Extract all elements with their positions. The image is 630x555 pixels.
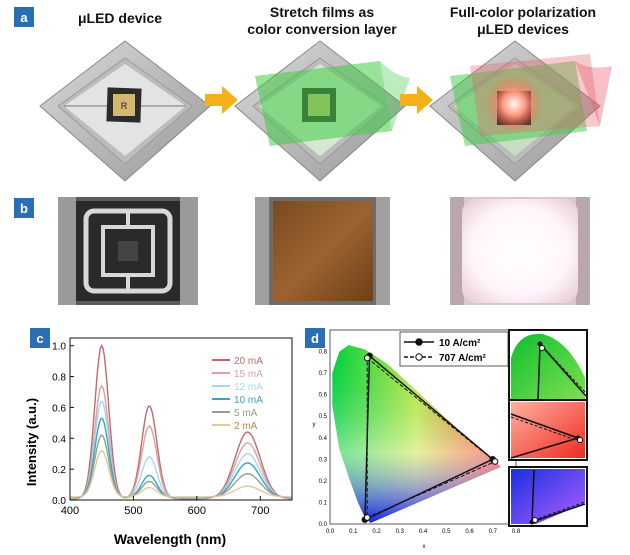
arrow-icon xyxy=(205,86,238,114)
x-tick-label: 0.7 xyxy=(489,529,498,535)
header-line: μLED devices xyxy=(477,21,569,37)
y-tick-label: 0.6 xyxy=(319,393,328,399)
series-line-2-mA xyxy=(70,449,292,498)
data-point xyxy=(363,354,371,362)
led-photo-off xyxy=(58,197,198,305)
gamut-triangle xyxy=(364,354,494,521)
plot-frame xyxy=(69,337,293,501)
green-film xyxy=(255,61,392,146)
y-tick-label: 0.7 xyxy=(319,371,328,377)
series-line-5-mA xyxy=(70,434,292,498)
color-conversion-tray xyxy=(234,40,410,182)
x-tick-label: 0.1 xyxy=(349,529,358,535)
y-tick-label: 0.6 xyxy=(52,403,66,414)
svg-text:R: R xyxy=(121,101,128,111)
y-tick-label: 0.4 xyxy=(52,434,66,445)
x-tick-label: 600 xyxy=(188,505,206,517)
y-tick-label: 0.0 xyxy=(319,522,328,528)
x-tick-label: 0.3 xyxy=(396,529,405,535)
header-line: Stretch films as xyxy=(269,4,375,20)
x-tick-label: 400 xyxy=(61,505,79,517)
series-line-12-mA xyxy=(70,400,292,499)
full-color-tray xyxy=(429,40,612,182)
header-stretch-films: Stretch films as color conversion layer xyxy=(222,4,422,38)
header-line: color conversion layer xyxy=(247,21,397,37)
panel-d-label: d xyxy=(305,328,325,348)
header-line: μLED device xyxy=(77,10,163,26)
legend-label: 2 mA xyxy=(234,421,258,432)
header-line: Full-color polarization xyxy=(449,4,597,20)
x-tick-label: 0.6 xyxy=(465,529,474,535)
legend-marker xyxy=(415,338,423,346)
y-tick-label: 0.5 xyxy=(319,414,328,420)
panel-b-label: b xyxy=(14,198,34,218)
y-tick-label: 0.3 xyxy=(319,457,328,463)
legend-label: 5 mA xyxy=(234,408,258,419)
x-axis-label: x xyxy=(423,544,426,550)
x-tick-label: 0.4 xyxy=(419,529,428,535)
y-axis-label: y xyxy=(313,422,316,428)
cie-chart: 0.0 0.1 0.2 0.3 0.4 0.5 0.6 0.7 0.8 0.0 0.1 0.2 0.3 0… xyxy=(313,329,588,550)
plot-area xyxy=(332,345,501,523)
panel-a-label: a xyxy=(14,7,34,27)
legend-marker xyxy=(415,353,423,361)
legend-label: 10 A/cm² xyxy=(439,338,481,349)
panel-c-label: c xyxy=(30,328,50,348)
uled-device-tray: R xyxy=(39,40,211,182)
legend-label: 10 mA xyxy=(234,395,263,406)
legend-label: 20 mA xyxy=(234,356,263,367)
data-point xyxy=(491,458,499,465)
legend-label: 707 A/cm² xyxy=(439,353,487,364)
y-tick-label: 0.2 xyxy=(319,479,328,485)
y-tick-label: 1.0 xyxy=(52,342,66,353)
y-axis-label: Intensity (a.u.) xyxy=(24,398,39,486)
plot-area xyxy=(69,344,293,500)
legend: 20 mA 15 mA 12 mA 10 mA 5 mA 2 mA xyxy=(212,356,263,432)
legend-label: 12 mA xyxy=(234,382,263,393)
y-tick-label: 0.8 xyxy=(52,373,66,384)
y-tick-label: 0.0 xyxy=(52,496,66,507)
led-photo-on xyxy=(450,197,590,305)
legend: 10 A/cm² 707 A/cm² xyxy=(399,331,509,367)
cie-gamut-shade xyxy=(332,345,501,523)
arrow-icon xyxy=(400,86,433,114)
x-tick-label: 500 xyxy=(124,505,142,517)
axes: 0.0 0.1 0.2 0.3 0.4 0.5 0.6 0.7 0.8 0.0 0.1 0.2 0.3 0… xyxy=(319,329,521,535)
x-tick-label: 700 xyxy=(251,505,269,517)
x-tick-label: 0.5 xyxy=(442,529,451,535)
header-uled-device: μLED device xyxy=(40,10,200,27)
x-axis-label: Wavelength (nm) xyxy=(114,531,226,547)
zoom-inset-green xyxy=(508,329,588,403)
panel-a-illustration: R xyxy=(39,40,612,182)
zoom-inset-red xyxy=(508,399,588,461)
series-line-10-mA xyxy=(69,417,293,499)
y-tick-label: 0.4 xyxy=(319,436,328,442)
data-point xyxy=(363,514,371,521)
led-photo-film xyxy=(255,197,390,305)
spectrum-chart: 400 500 600 700 0.0 0.2 0.4 0.6 0.8 1.0 20 mA 15 m… xyxy=(24,337,293,547)
y-tick-label: 0.2 xyxy=(52,465,66,476)
y-tick-label: 0.8 xyxy=(319,350,328,356)
legend-label: 15 mA xyxy=(234,369,263,380)
x-tick-label: 0.2 xyxy=(372,529,381,535)
axes: 400 500 600 700 0.0 0.2 0.4 0.6 0.8 1.0 xyxy=(52,337,293,517)
header-full-color: Full-color polarization μLED devices xyxy=(418,4,628,38)
zoom-inset-blue xyxy=(508,466,588,527)
gamut-triangle xyxy=(366,356,497,519)
led-glow xyxy=(486,76,542,132)
y-tick-label: 0.1 xyxy=(319,500,328,506)
x-tick-label: 0.0 xyxy=(326,529,335,535)
x-tick-label: 0.8 xyxy=(512,529,521,535)
